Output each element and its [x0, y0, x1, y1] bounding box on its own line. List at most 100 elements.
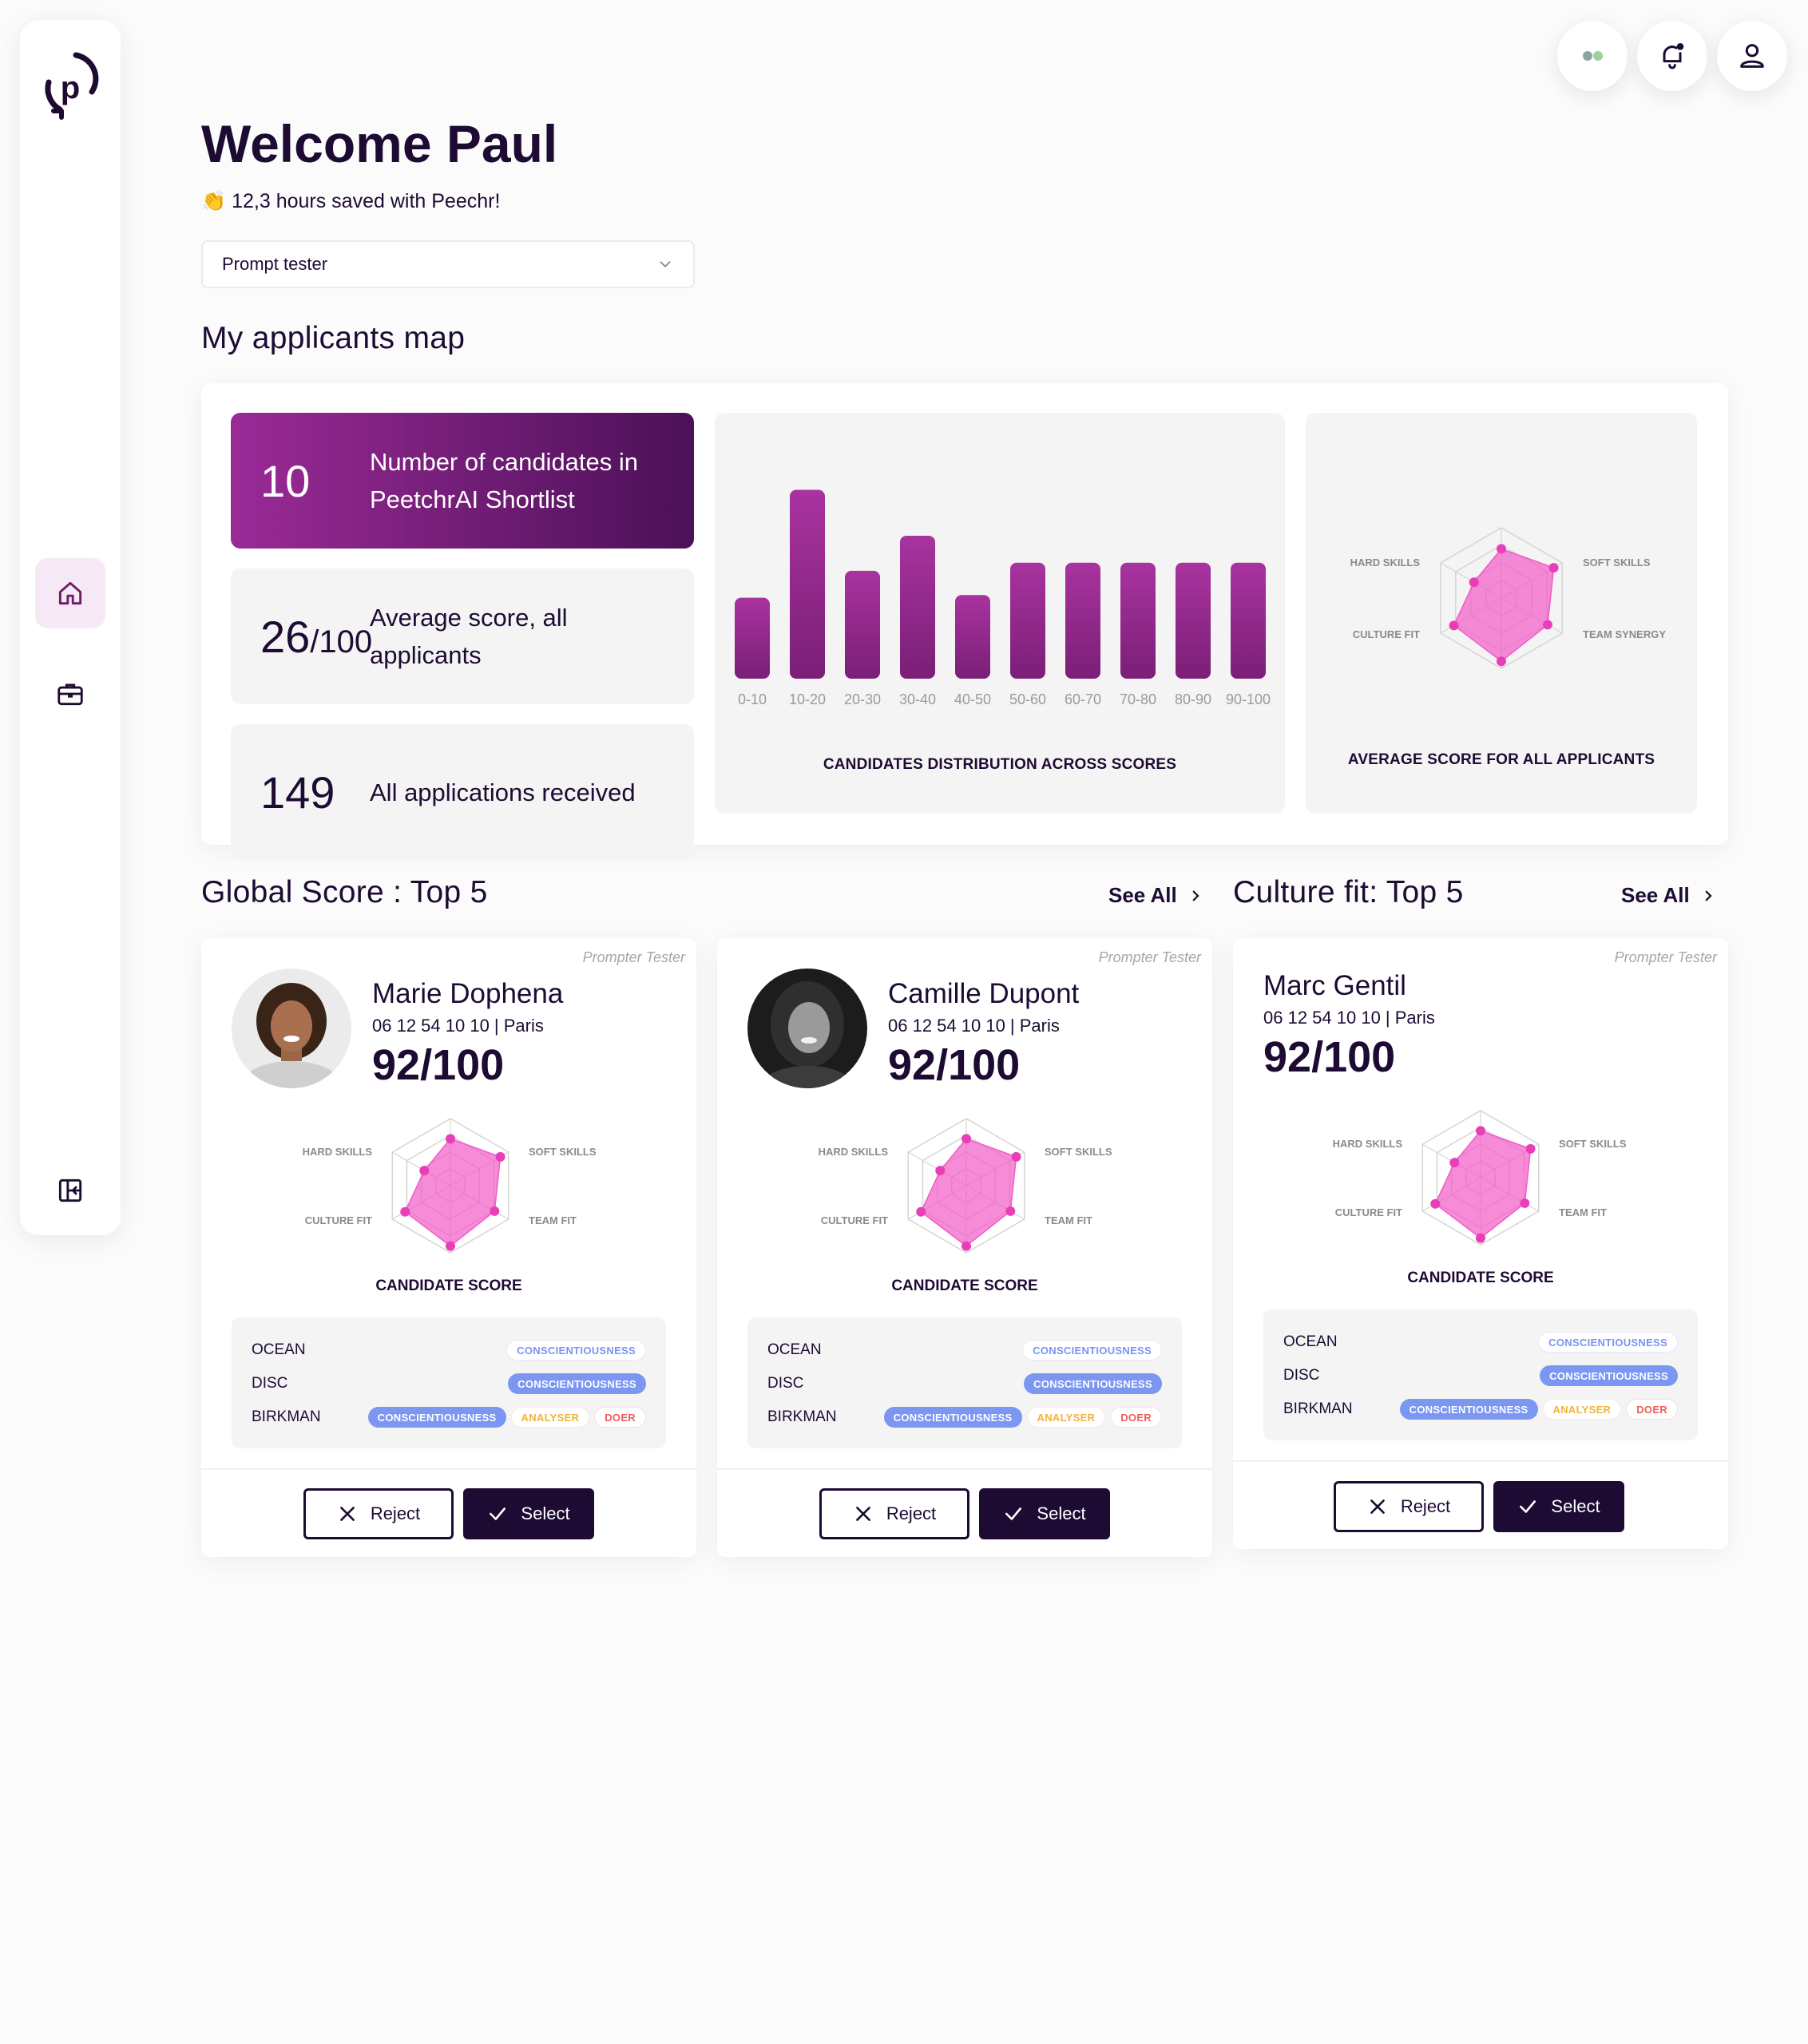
radar-area: [404, 1138, 502, 1247]
candidate-phone: 06 12 54 10 10 | Paris: [1263, 1008, 1435, 1028]
radar-point: [400, 1206, 410, 1217]
candidate-score-label: CANDIDATE SCORE: [375, 1278, 522, 1294]
reject-button[interactable]: Reject: [1334, 1481, 1484, 1532]
radar-area: [1453, 548, 1555, 663]
global-see-all-link[interactable]: See All: [1108, 883, 1203, 908]
job-dropdown[interactable]: Prompt tester: [201, 240, 695, 288]
trait-row-disc: DISC CONSCIENTIOUSNESS: [1283, 1364, 1678, 1388]
trait-label: OCEAN: [252, 1341, 306, 1358]
user-icon: [1740, 44, 1764, 68]
stat-average[interactable]: 26/100 Average score, all applicants: [231, 568, 694, 704]
close-icon: [1370, 1499, 1385, 1514]
nav-layout[interactable]: [35, 1155, 105, 1226]
trait-row-ocean: OCEAN CONSCIENTIOUSNESS: [252, 1338, 646, 1362]
radar-axis-label: HARD SKILLS: [1333, 1138, 1403, 1150]
trait-label: BIRKMAN: [1283, 1400, 1353, 1417]
applicants-map-panel: 10 Number of candidates in PeetchrAI Sho…: [201, 383, 1728, 860]
peechr-logo[interactable]: p: [34, 44, 106, 124]
radar-axis-label: SOFT SKILLS: [529, 1146, 597, 1158]
distribution-chart: 0-10 10-20 20-30 30-40 40-50 50-60 60-70 70-80 8…: [715, 413, 1285, 814]
global-score-title: Global Score : Top 5: [201, 875, 488, 909]
radar-point: [1548, 563, 1559, 573]
radar-point: [490, 1206, 500, 1216]
x-tick-label: 0-10: [738, 691, 767, 707]
radar-point: [1497, 656, 1506, 667]
close-icon: [855, 1507, 870, 1521]
bar-70-80: [1120, 562, 1156, 679]
radar-axis-label: TEAM FIT: [529, 1214, 577, 1226]
notification-bell-icon: [1663, 43, 1684, 69]
reject-button[interactable]: Reject: [819, 1488, 969, 1539]
trait-label: DISC: [1283, 1367, 1320, 1384]
candidate-card[interactable]: Prompter Tester Marie Dophena 06 12 54 1…: [201, 938, 696, 1557]
x-tick-label: 20-30: [844, 691, 881, 707]
trait-row-disc: DISC CONSCIENTIOUSNESS: [767, 1372, 1162, 1396]
candidate-card[interactable]: Prompter Tester Marc Gentil 06 12 54 10 …: [1233, 938, 1728, 1549]
bar-40-50: [955, 595, 990, 679]
x-tick-label: 60-70: [1065, 691, 1101, 707]
select-button[interactable]: Select: [1493, 1481, 1624, 1532]
select-button[interactable]: Select: [463, 1488, 594, 1539]
radar-axis-label: SOFT SKILLS: [1045, 1146, 1112, 1158]
trait-label: BIRKMAN: [252, 1408, 321, 1425]
check-icon: [1005, 1507, 1022, 1520]
candidate-name: Marc Gentil: [1263, 970, 1406, 1001]
average-radar: HARD SKILLS SOFT SKILLS TEAM SYNERGY CULTUR…: [1350, 527, 1666, 669]
notifications-button[interactable]: [1637, 21, 1707, 91]
layout-icon: [58, 1178, 82, 1202]
nav-jobs[interactable]: [35, 659, 105, 729]
status-button[interactable]: [1557, 21, 1628, 91]
stat-applications[interactable]: 149 All applications received: [231, 724, 694, 860]
candidate-score: 92/100: [888, 1041, 1021, 1089]
candidate-name: Marie Dophena: [372, 978, 564, 1009]
x-tick-label: 50-60: [1009, 691, 1046, 707]
check-icon: [1520, 1500, 1536, 1513]
card-tag: Prompter Tester: [1614, 949, 1717, 965]
reject-button[interactable]: Reject: [303, 1488, 454, 1539]
radar-point: [495, 1151, 506, 1162]
candidate-radar: HARD SKILLS SOFT SKILLS TEAM FIT CULTURE FI…: [303, 1118, 597, 1254]
radar-axis-label: TEAM FIT: [1559, 1206, 1607, 1218]
radar-point: [1430, 1198, 1441, 1209]
avatar: [747, 969, 867, 1088]
applicants-map-title: My applicants map: [201, 321, 466, 355]
close-icon: [339, 1507, 355, 1521]
hours-saved-text: 12,3 hours saved with Peechr!: [232, 190, 501, 212]
radar-point: [961, 1134, 971, 1144]
card-divider: [1233, 1460, 1728, 1462]
trait-row-ocean: OCEAN CONSCIENTIOUSNESS: [767, 1338, 1162, 1362]
x-tick-label: 80-90: [1175, 691, 1211, 707]
candidate-radar: HARD SKILLS SOFT SKILLS TEAM FIT CULTURE FI…: [1333, 1110, 1627, 1246]
radar-axis-label: SOFT SKILLS: [1583, 557, 1651, 568]
avatar: [232, 969, 351, 1088]
trait-pill: CONSCIENTIOUSNESS: [506, 1340, 646, 1361]
trait-pill: CONSCIENTIOUSNESS: [1538, 1332, 1678, 1353]
select-button[interactable]: Select: [979, 1488, 1110, 1539]
trait-label: OCEAN: [767, 1341, 822, 1358]
trait-pill: CONSCIENTIOUSNESS: [1024, 1373, 1162, 1394]
radar-point: [935, 1166, 946, 1176]
trait-row-birkman: BIRKMAN CONSCIENTIOUSNESS ANALYSER DOER: [767, 1405, 1162, 1429]
status-dots-icon: [1583, 51, 1603, 61]
candidate-card[interactable]: Prompter Tester Camille Dupont 06 12 54 …: [717, 938, 1212, 1557]
stat-shortlist-value: 10: [260, 455, 311, 506]
stat-applications-label: All applications received: [370, 778, 636, 806]
trait-label: DISC: [767, 1375, 804, 1392]
stat-average-label: Average score, all applicants: [370, 604, 568, 669]
radar-axis-label: CULTURE FIT: [305, 1214, 372, 1226]
average-radar-title: AVERAGE SCORE FOR ALL APPLICANTS: [1347, 751, 1655, 768]
trait-pill: DOER: [1110, 1407, 1162, 1428]
radar-point: [1476, 1126, 1485, 1136]
radar-point: [1469, 577, 1479, 588]
stat-shortlist[interactable]: 10 Number of candidates in PeetchrAI Sho…: [231, 413, 694, 549]
nav-home[interactable]: [35, 558, 105, 628]
profile-button[interactable]: [1717, 21, 1787, 91]
candidate-phone: 06 12 54 10 10 | Paris: [372, 1016, 544, 1036]
bar-60-70: [1065, 562, 1100, 679]
card-divider: [717, 1468, 1212, 1470]
bar-30-40: [900, 535, 935, 679]
culture-see-all-link[interactable]: See All: [1621, 883, 1715, 908]
trait-row-disc: DISC CONSCIENTIOUSNESS: [252, 1372, 646, 1396]
radar-point: [446, 1241, 455, 1251]
card-tag: Prompter Tester: [1098, 949, 1201, 965]
